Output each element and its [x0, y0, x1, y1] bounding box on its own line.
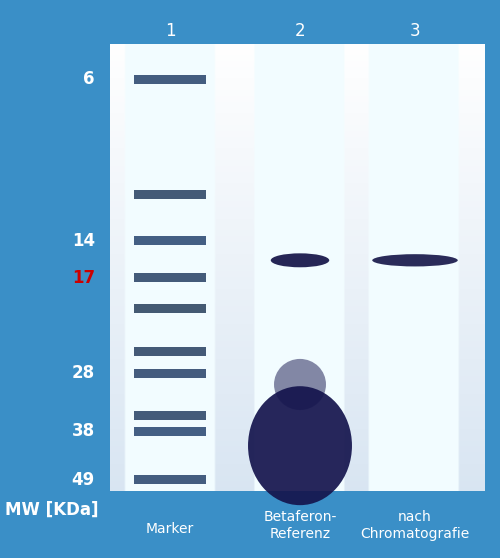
Bar: [134, 369, 206, 378]
Bar: [134, 237, 206, 246]
Bar: [134, 305, 206, 314]
Text: 3: 3: [410, 22, 420, 40]
Text: 49: 49: [72, 471, 95, 489]
FancyBboxPatch shape: [110, 45, 485, 491]
Text: nach
Chromatografie: nach Chromatografie: [360, 510, 470, 541]
Ellipse shape: [248, 386, 352, 505]
Bar: [134, 190, 206, 199]
Bar: [134, 427, 206, 436]
Text: Betaferon-
Referenz: Betaferon- Referenz: [264, 510, 336, 541]
Bar: [134, 75, 206, 84]
Text: MW [KDa]: MW [KDa]: [5, 501, 98, 519]
Text: 6: 6: [84, 70, 95, 88]
Text: 14: 14: [72, 232, 95, 250]
Text: Marker: Marker: [146, 522, 194, 536]
Text: 2: 2: [294, 22, 306, 40]
Bar: [134, 347, 206, 356]
Bar: [134, 411, 206, 420]
Ellipse shape: [372, 254, 458, 267]
Bar: [134, 475, 206, 484]
Text: 1: 1: [164, 22, 175, 40]
Ellipse shape: [274, 359, 326, 410]
Text: 28: 28: [72, 364, 95, 382]
Text: 38: 38: [72, 422, 95, 440]
Ellipse shape: [271, 253, 329, 267]
Bar: [134, 273, 206, 282]
Text: 17: 17: [72, 269, 95, 287]
